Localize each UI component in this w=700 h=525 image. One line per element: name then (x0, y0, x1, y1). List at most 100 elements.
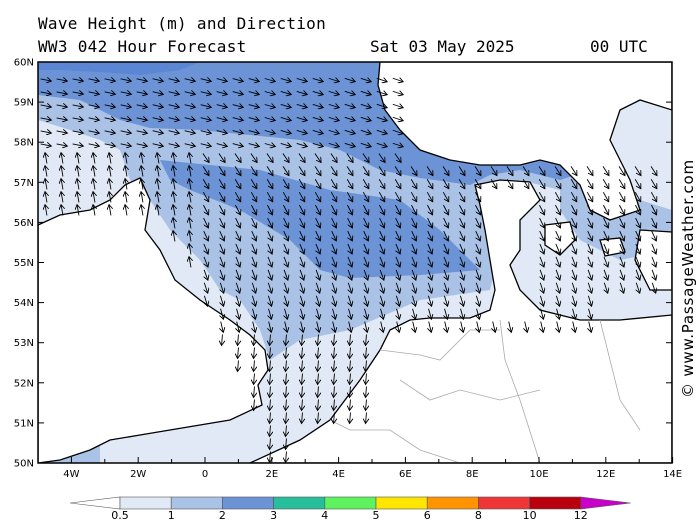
wave-arrow (539, 243, 544, 254)
wave-arrow (444, 269, 448, 280)
wave-arrow (460, 295, 463, 307)
wave-arrow (444, 256, 448, 267)
wave-arrow (540, 295, 543, 307)
wave-arrow (443, 204, 448, 215)
wave-arrow (331, 230, 337, 241)
wave-arrow (56, 105, 68, 107)
wave-arrow (571, 204, 576, 215)
wave-arrow (173, 179, 175, 190)
wave-arrow (40, 79, 52, 81)
legend-swatch (170, 496, 223, 510)
wave-arrow (267, 243, 272, 254)
wave-arrow (77, 192, 79, 203)
wave-arrow (270, 399, 271, 411)
wave-arrow (394, 179, 401, 188)
wave-arrow (184, 79, 196, 82)
wave-arrow (184, 105, 196, 108)
wave-arrow (331, 217, 337, 228)
lat-label: 52N (14, 378, 34, 389)
wave-arrow (539, 230, 545, 241)
wave-arrow (250, 166, 257, 175)
wave-arrow (395, 204, 400, 215)
wave-arrow (380, 295, 383, 307)
wave-arrow (120, 118, 132, 120)
wave-arrow (253, 308, 256, 320)
wave-arrow (459, 230, 465, 241)
wave-arrow (250, 153, 257, 162)
wave-arrow (202, 153, 209, 162)
wave-arrow (314, 166, 321, 175)
wave-arrow (360, 143, 371, 146)
wave-arrow (426, 179, 433, 188)
wave-arrow (366, 373, 367, 385)
wave-arrow (218, 166, 225, 175)
legend-swatch (324, 496, 377, 510)
wave-arrow (56, 79, 68, 81)
legend-swatch (426, 496, 479, 510)
wave-arrow (380, 256, 384, 267)
wave-arrow (493, 321, 496, 333)
wave-arrow (93, 166, 95, 177)
wave-arrow (203, 217, 209, 228)
wave-arrow (168, 92, 180, 95)
wave-arrow (394, 166, 401, 175)
wave-arrow (218, 191, 224, 202)
wave-arrow (280, 91, 292, 94)
wave-arrow (634, 179, 641, 188)
wave-arrow (362, 153, 369, 162)
wave-arrow (556, 256, 560, 267)
wave-arrow (348, 295, 351, 307)
wave-arrow (296, 130, 308, 133)
wave-arrow (459, 217, 465, 228)
wave-arrow (376, 143, 387, 146)
wave-arrow (270, 451, 271, 463)
wave-arrow (216, 118, 228, 121)
wave-arrow (556, 269, 560, 280)
wave-arrow (442, 166, 449, 175)
legend-swatch (222, 496, 274, 510)
wave-arrow (286, 347, 287, 359)
forecast-date: Sat 03 May 2025 (370, 37, 515, 56)
credit-text: © www.PassageWeather.com (679, 159, 697, 398)
wave-arrow (237, 308, 240, 320)
wave-arrow (300, 295, 303, 307)
latitude-axis: 60N 59N 58N 57N 56N 55N 54N 53N 52N 51N 50N (14, 58, 672, 470)
wave-arrow (392, 143, 403, 146)
wave-arrow (125, 153, 127, 164)
wave-arrow (604, 269, 608, 280)
wave-arrow (283, 230, 289, 241)
wave-arrow (554, 191, 560, 202)
wave-arrow (636, 282, 639, 293)
wave-arrow (296, 117, 308, 120)
wave-arrow (120, 92, 132, 94)
wave-arrow (334, 386, 335, 398)
wave-arrow (476, 269, 480, 280)
wave-arrow (219, 230, 225, 241)
wave-arrow (264, 105, 276, 108)
wave-arrow (362, 191, 368, 202)
wave-arrow (312, 78, 324, 81)
wave-arrow (318, 347, 319, 359)
wave-arrow (299, 217, 305, 228)
wave-arrow (302, 399, 303, 411)
wave-arrow (318, 334, 319, 346)
wave-arrow (350, 360, 351, 372)
wave-arrow (222, 334, 223, 346)
wave-arrow (189, 179, 191, 190)
wave-arrow (330, 153, 337, 162)
wave-arrow (267, 204, 272, 215)
wave-arrow (234, 191, 240, 202)
wave-arrow (136, 118, 148, 120)
wave-arrow (264, 79, 276, 82)
wave-arrow (394, 191, 400, 202)
wave-arrow (346, 166, 353, 175)
wave-arrow (572, 282, 575, 293)
wave-arrow (72, 92, 84, 94)
wave-arrow (570, 179, 577, 188)
wave-arrow (330, 191, 336, 202)
wave-arrow (267, 217, 273, 228)
wave-arrow (348, 282, 351, 293)
wave-arrow (104, 144, 116, 146)
wave-arrow (232, 118, 244, 121)
wave-arrow (411, 204, 416, 215)
